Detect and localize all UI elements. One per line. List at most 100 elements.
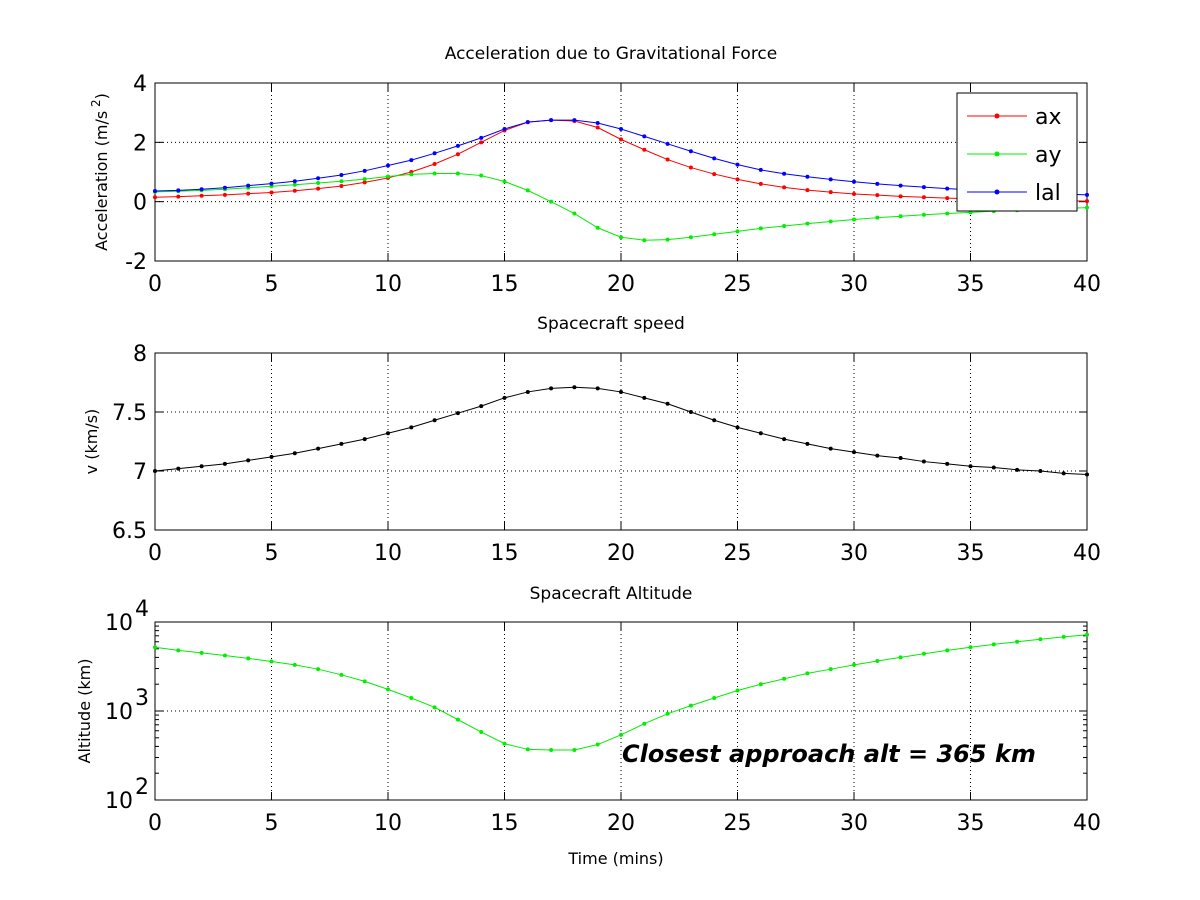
data-point xyxy=(1061,634,1066,639)
y-tick-label-exponent: 2 xyxy=(135,775,149,800)
data-point xyxy=(945,186,950,191)
y-tick-label: 2 xyxy=(133,131,147,156)
data-point xyxy=(619,732,623,737)
y-tick-label: 10 xyxy=(105,789,133,814)
data-point xyxy=(199,650,204,655)
data-point xyxy=(875,215,880,220)
data-point xyxy=(968,464,973,469)
data-point xyxy=(665,401,670,406)
x-tick-label: 15 xyxy=(491,272,519,297)
data-point xyxy=(642,395,647,400)
x-tick-label: 20 xyxy=(607,541,635,566)
y-tick-label: 7 xyxy=(133,460,147,485)
data-point xyxy=(595,121,600,126)
legend-box xyxy=(956,92,1078,212)
data-point xyxy=(549,199,554,204)
x-tick-label: 15 xyxy=(491,541,519,566)
subplot-title: Acceleration due to Gravitational Force xyxy=(445,44,778,64)
legend-label: ax xyxy=(1035,105,1062,130)
data-point xyxy=(292,662,297,667)
data-point xyxy=(339,179,344,184)
data-point xyxy=(502,741,507,746)
data-point xyxy=(176,648,181,653)
data-point xyxy=(502,179,507,184)
y-tick-label: 4 xyxy=(133,72,147,97)
data-point xyxy=(875,658,880,663)
x-tick-label: 0 xyxy=(148,272,162,297)
x-tick-label: 40 xyxy=(1073,811,1101,836)
data-point xyxy=(362,168,367,173)
data-point xyxy=(758,167,763,172)
x-tick-label: 30 xyxy=(840,811,868,836)
data-point xyxy=(269,659,274,664)
data-point xyxy=(549,747,554,752)
x-tick-label: 10 xyxy=(374,272,402,297)
legend-swatch-marker xyxy=(994,189,1000,195)
data-point xyxy=(921,195,926,200)
y-tick-label: 7.5 xyxy=(112,401,147,426)
series-1 xyxy=(153,632,1089,752)
x-tick-label: 30 xyxy=(840,541,868,566)
data-point xyxy=(688,149,693,154)
data-point xyxy=(805,441,810,446)
data-point xyxy=(735,425,740,430)
data-point xyxy=(642,721,647,726)
x-tick-label: 5 xyxy=(265,541,279,566)
data-point xyxy=(269,181,274,186)
data-point xyxy=(921,185,926,190)
data-point xyxy=(642,147,647,152)
x-axis-label: Time (mins) xyxy=(567,849,663,868)
data-point xyxy=(945,211,950,216)
y-tick-label: 0 xyxy=(133,191,147,216)
data-point xyxy=(362,679,367,684)
data-point xyxy=(479,140,484,145)
data-point xyxy=(525,120,530,125)
series-ay xyxy=(153,171,1089,243)
data-point xyxy=(362,180,367,185)
data-point xyxy=(292,188,297,193)
data-point xyxy=(222,653,227,658)
data-point xyxy=(898,214,903,219)
data-point xyxy=(339,672,344,677)
data-point xyxy=(782,676,787,681)
data-point xyxy=(828,177,833,182)
legend-label: lal xyxy=(1035,181,1061,206)
data-point xyxy=(1085,632,1089,637)
data-point xyxy=(525,188,530,193)
data-point xyxy=(968,645,973,650)
data-point xyxy=(386,431,390,436)
x-tick-label: 25 xyxy=(724,541,752,566)
data-point xyxy=(665,157,670,162)
data-point xyxy=(735,177,740,182)
x-tick-label: 0 xyxy=(148,541,162,566)
data-point xyxy=(339,172,344,177)
x-tick-label: 35 xyxy=(957,272,985,297)
data-point xyxy=(619,137,623,142)
data-point xyxy=(782,171,787,176)
closest-approach-annotation: Closest approach alt = 365 km xyxy=(622,740,1036,768)
data-point xyxy=(316,446,321,451)
data-point xyxy=(176,194,181,199)
data-point xyxy=(828,219,833,224)
data-point xyxy=(758,181,763,186)
data-point xyxy=(432,418,437,423)
x-tick-label: 20 xyxy=(607,272,635,297)
x-tick-label: 15 xyxy=(491,811,519,836)
subplot-title: Spacecraft Altitude xyxy=(530,584,693,604)
data-point xyxy=(479,173,484,178)
data-point xyxy=(758,682,763,687)
data-point xyxy=(852,450,856,455)
data-point xyxy=(292,182,297,187)
data-point xyxy=(525,747,530,752)
data-point xyxy=(921,459,926,464)
legend-swatch-marker xyxy=(994,151,1000,157)
data-point xyxy=(828,446,833,451)
data-point xyxy=(1085,199,1089,204)
data-point xyxy=(222,461,227,466)
data-point xyxy=(153,645,157,650)
x-tick-label: 35 xyxy=(957,541,985,566)
x-tick-label: 0 xyxy=(148,811,162,836)
data-point xyxy=(362,177,367,182)
